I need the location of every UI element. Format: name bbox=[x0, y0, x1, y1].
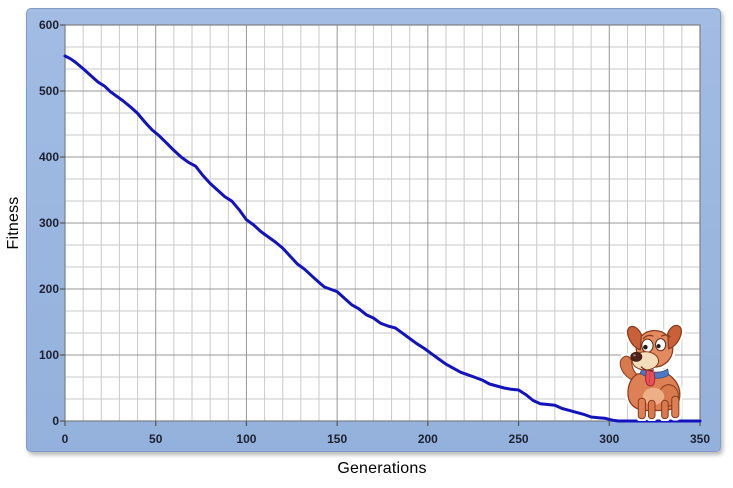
x-tick-label: 0 bbox=[61, 432, 69, 446]
x-tick-label: 50 bbox=[149, 432, 163, 446]
x-axis-title: Generations bbox=[337, 460, 427, 477]
x-tick-label: 250 bbox=[508, 432, 529, 446]
cartoon-dog-image bbox=[617, 322, 685, 421]
dog-tail bbox=[619, 355, 641, 380]
x-tick-label: 350 bbox=[689, 432, 711, 446]
y-tick-label: 100 bbox=[38, 348, 59, 362]
y-tick-label: 400 bbox=[38, 150, 59, 164]
y-tick-label: 200 bbox=[38, 282, 59, 296]
dog-head bbox=[627, 324, 682, 387]
x-tick-label: 200 bbox=[417, 432, 438, 446]
y-axis-title: Fitness bbox=[5, 196, 22, 250]
dog-legs bbox=[637, 395, 680, 420]
y-tick-label: 600 bbox=[38, 18, 59, 32]
y-tick-label: 500 bbox=[38, 84, 59, 98]
y-tick-label: 0 bbox=[52, 414, 59, 428]
fitness-line-chart bbox=[60, 24, 702, 426]
x-tick-label: 300 bbox=[599, 432, 620, 446]
x-tick-label: 100 bbox=[236, 432, 257, 446]
x-tick-label: 150 bbox=[327, 432, 348, 446]
y-tick-label: 300 bbox=[38, 216, 59, 230]
